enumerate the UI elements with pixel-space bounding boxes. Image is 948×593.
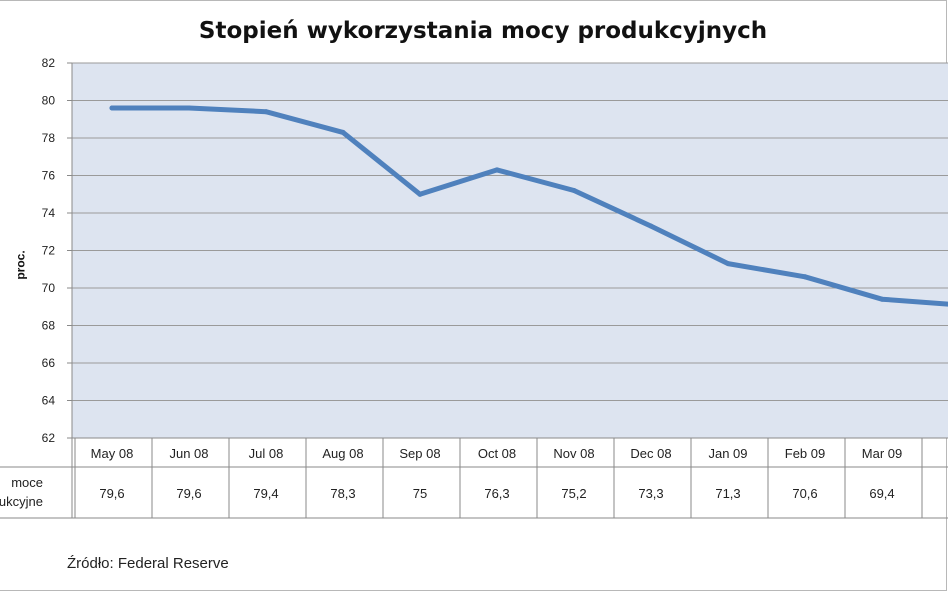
y-tick-label: 78 (42, 131, 56, 145)
table-series-label: moce (11, 475, 43, 490)
data-point (725, 261, 731, 267)
data-point (186, 105, 192, 111)
x-category-label: Dec 08 (630, 446, 671, 461)
table-value-cell: 79,4 (253, 486, 278, 501)
x-category-label: Jan 09 (708, 446, 747, 461)
table-series-label: produkcyjne (0, 494, 43, 509)
x-category-label: May 08 (91, 446, 134, 461)
table-value-cell: 69,4 (869, 486, 894, 501)
x-category-label: Oct 08 (478, 446, 516, 461)
x-category-label: Jun 08 (169, 446, 208, 461)
y-tick-label: 76 (42, 169, 56, 183)
table-value-cell: 79,6 (99, 486, 124, 501)
y-tick-label: 70 (42, 281, 56, 295)
table-value-cell: 73,3 (638, 486, 663, 501)
y-tick-label: 62 (42, 431, 56, 445)
chart-title: Stopień wykorzystania mocy produkcyjnych (198, 18, 768, 44)
table-value-cell: 79,6 (176, 486, 201, 501)
x-category-label: Aug 08 (322, 446, 363, 461)
y-tick-label: 80 (42, 94, 56, 108)
x-category-label: Sep 08 (399, 446, 440, 461)
y-tick-label: 74 (42, 206, 56, 220)
series-line-moce-produkcyjne (109, 105, 948, 307)
x-category-label: Mar 09 (862, 446, 902, 461)
data-point (263, 109, 269, 115)
data-point (802, 274, 808, 280)
table-value-cell: 70,6 (792, 486, 817, 501)
x-category-label: Nov 08 (553, 446, 594, 461)
data-point (494, 167, 500, 173)
table-value-cell: 75,2 (561, 486, 586, 501)
table-value-cell: 71,3 (715, 486, 740, 501)
data-point (571, 188, 577, 193)
x-category-label: Jul 08 (249, 446, 284, 461)
table-value-cell: 75 (413, 486, 427, 501)
y-tick-label: 72 (42, 244, 56, 258)
data-point (417, 191, 423, 197)
data-point (648, 223, 654, 229)
y-tick-label: 66 (42, 356, 56, 370)
y-tick-label: 64 (42, 394, 56, 408)
source-note: Źródło: Federal Reserve (67, 555, 229, 572)
table-value-cell: 76,3 (484, 486, 509, 501)
data-point (109, 105, 115, 111)
data-point (340, 129, 346, 135)
table-value-cell: 78,3 (330, 486, 355, 501)
data-point (879, 296, 885, 302)
x-category-label: Feb 09 (785, 446, 825, 461)
y-tick-label: 68 (42, 319, 56, 333)
y-tick-label: 82 (42, 56, 56, 70)
